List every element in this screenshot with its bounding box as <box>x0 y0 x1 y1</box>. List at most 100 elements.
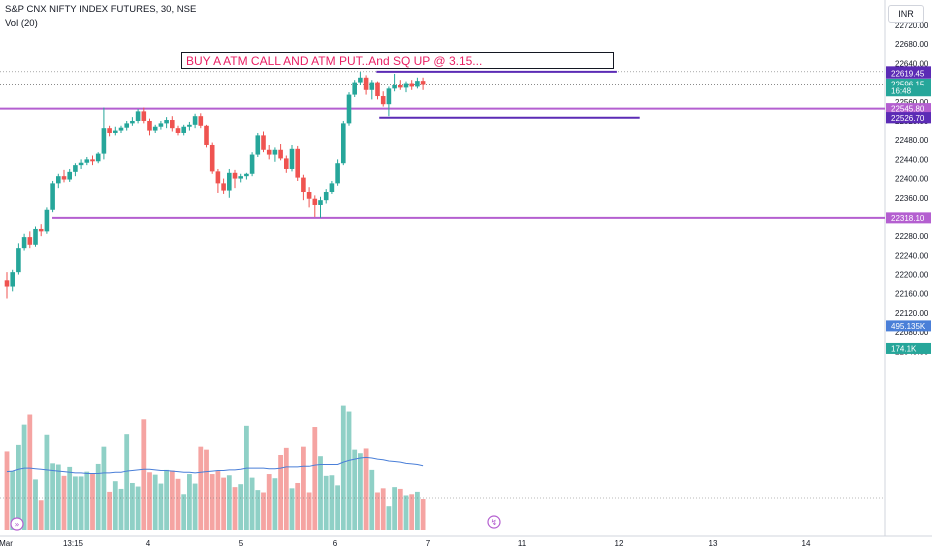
currency-badge[interactable]: INR <box>888 5 924 23</box>
candle-body <box>175 128 181 133</box>
candle-body <box>21 237 27 249</box>
candle <box>363 75 369 95</box>
candle-body <box>278 149 283 159</box>
candle <box>130 117 135 126</box>
candle-body <box>415 81 420 87</box>
candle-body <box>61 176 67 180</box>
candle <box>44 207 50 234</box>
candle <box>170 116 175 132</box>
volume-bar <box>27 414 33 530</box>
candle <box>90 155 95 166</box>
candle <box>323 189 329 204</box>
candle-body <box>289 148 295 169</box>
volume-bar <box>244 425 249 530</box>
volume-bar <box>358 453 363 530</box>
candle-body <box>67 171 72 180</box>
candle <box>301 174 306 201</box>
volume-bar <box>112 481 118 530</box>
candle <box>375 81 380 100</box>
volume-bar <box>272 478 278 530</box>
candle-body <box>346 94 352 124</box>
candle-body <box>369 82 375 90</box>
candle <box>420 77 426 90</box>
candle <box>346 92 352 126</box>
volume-bar <box>181 494 187 530</box>
price-label: 22596.15 <box>891 80 925 89</box>
candle-body <box>249 154 255 174</box>
x-tick-label: Mar <box>0 539 13 548</box>
candle <box>118 125 124 133</box>
candle <box>341 120 346 166</box>
candle <box>135 108 141 124</box>
candle <box>278 144 283 161</box>
volume-bar <box>278 455 283 530</box>
volume-bar <box>169 470 175 530</box>
volume-bar <box>340 405 346 530</box>
event-icon: ↯ <box>491 518 498 527</box>
candle-body <box>107 128 112 133</box>
candle-body <box>170 120 175 129</box>
candle <box>124 120 129 131</box>
y-tick-label: 22360.00 <box>895 194 929 203</box>
candle <box>27 231 33 249</box>
candle-body <box>95 153 101 162</box>
candle-body <box>73 165 78 172</box>
candle-body <box>221 183 226 191</box>
candle <box>158 120 164 130</box>
candle <box>175 125 181 136</box>
volume-bar <box>215 471 221 530</box>
candle-body <box>209 144 215 172</box>
volume-bar <box>289 488 295 530</box>
candle-body <box>16 248 21 273</box>
x-tick-label: 13 <box>709 539 718 548</box>
price-label: 495.135K <box>891 322 926 331</box>
volume-bar <box>266 474 272 530</box>
candle <box>284 155 289 173</box>
candle-body <box>135 111 141 121</box>
volume-bar <box>363 448 369 530</box>
volume-bar <box>4 451 10 530</box>
candle <box>101 107 107 160</box>
candle-body <box>329 183 335 193</box>
candle-body <box>312 198 318 205</box>
candle <box>141 107 147 124</box>
candle-body <box>386 88 392 105</box>
candle-body <box>238 176 243 179</box>
candle-body <box>4 280 10 287</box>
candle-body <box>261 135 266 150</box>
volume-bar <box>346 411 352 530</box>
candle <box>113 126 118 136</box>
y-tick-label: 22440.00 <box>895 155 929 164</box>
volume-bar <box>10 471 16 530</box>
x-tick-label: 4 <box>146 539 151 548</box>
candle-body <box>358 77 363 83</box>
candle-body <box>27 237 33 245</box>
price-label-bg <box>886 212 931 224</box>
candle-body <box>232 172 238 179</box>
candle-body <box>215 171 221 184</box>
price-label-bg <box>886 320 931 332</box>
volume-bar <box>221 477 226 530</box>
candle-body <box>124 123 129 128</box>
volume-bar <box>44 434 50 530</box>
volume-bar <box>141 419 147 530</box>
price-label-bg <box>886 112 931 124</box>
candle-body <box>318 200 323 205</box>
candle-body <box>141 111 147 121</box>
candle <box>266 144 272 160</box>
candle <box>4 272 10 299</box>
candle <box>255 132 261 157</box>
volume-bar <box>397 488 403 530</box>
volume-bar <box>67 466 73 530</box>
candle <box>16 243 21 275</box>
candle <box>209 142 215 174</box>
candle-body <box>295 148 300 178</box>
y-tick-label: 22720.00 <box>895 21 929 30</box>
candle <box>67 168 72 182</box>
x-tick-label: 12 <box>615 539 624 548</box>
candle <box>50 180 55 213</box>
candle <box>272 147 278 162</box>
candle <box>312 195 318 217</box>
candle-body <box>420 81 426 85</box>
